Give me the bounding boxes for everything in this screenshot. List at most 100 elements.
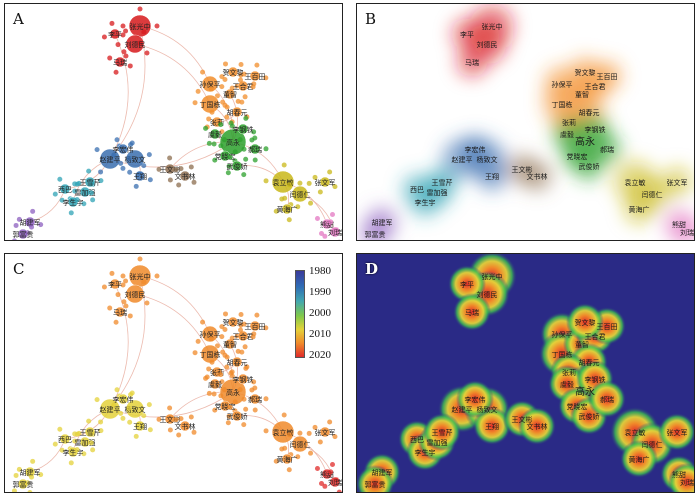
author-node <box>179 170 191 182</box>
author-node <box>125 399 145 419</box>
satellite-node <box>281 162 287 168</box>
satellite-node <box>237 387 243 393</box>
author-node <box>231 410 243 422</box>
satellite-node <box>146 152 152 158</box>
network-edge <box>139 25 211 85</box>
density-blob <box>427 167 457 197</box>
author-label: 赵建平 <box>100 155 121 164</box>
satellite-node <box>297 180 303 186</box>
satellite-node <box>211 391 217 397</box>
author-label: 李宏伟 <box>465 145 486 154</box>
satellite-node <box>107 55 113 61</box>
legend-tick: 2000 <box>309 307 331 319</box>
author-label: 王文彬 <box>160 415 181 424</box>
author-label: 李生宇 <box>63 448 84 457</box>
satellite-node <box>221 137 227 143</box>
satellite-node <box>12 238 17 240</box>
heat-map-d: 张光中刘德民李平马瑞孙保平丁国栋董智王合君胡春元张莉王百田贺文黎高永虞毅党晓宏李… <box>357 254 694 492</box>
author-label: 党晓宏 <box>215 152 236 161</box>
satellite-node <box>98 419 104 425</box>
author-label: 刘瑞 <box>328 478 342 487</box>
satellite-node <box>208 336 214 342</box>
satellite-node <box>81 201 87 207</box>
satellite-node <box>312 424 318 430</box>
satellite-node <box>314 466 320 471</box>
heat-blob <box>620 440 658 478</box>
author-label: 马瑞 <box>113 308 127 317</box>
satellite-node <box>263 178 269 184</box>
satellite-node <box>115 292 121 298</box>
author-label: 高永 <box>226 388 240 397</box>
author-label: 闫德仁 <box>290 440 311 449</box>
author-label: 李宏伟 <box>465 395 486 404</box>
satellite-node <box>178 416 184 422</box>
author-node <box>201 325 219 343</box>
satellite-node <box>11 488 17 492</box>
satellite-node <box>243 365 249 371</box>
author-node <box>134 170 146 182</box>
satellite-node <box>144 300 150 306</box>
satellite-node <box>101 34 107 40</box>
satellite-node <box>126 155 132 161</box>
author-label: 刘瑞 <box>680 478 694 487</box>
author-label: 王合君 <box>233 332 254 341</box>
satellite-node <box>109 270 115 276</box>
satellite-node <box>222 61 228 67</box>
author-label: 郝瑞 <box>600 395 614 404</box>
heat-blob <box>588 380 626 418</box>
legend-tick: 1990 <box>309 286 331 298</box>
satellite-node <box>27 240 32 241</box>
panel-a-label: A <box>13 10 24 28</box>
author-node <box>179 420 191 432</box>
satellite-node <box>57 176 63 182</box>
satellite-node <box>297 430 303 436</box>
author-label: 李钢铁 <box>585 125 606 134</box>
satellite-node <box>242 94 248 100</box>
density-blob <box>522 161 552 191</box>
author-node <box>209 378 221 390</box>
satellite-node <box>188 164 194 170</box>
author-label: 丁国栋 <box>200 100 221 109</box>
satellite-node <box>295 454 301 460</box>
satellite-node <box>38 222 44 228</box>
author-label: 王翔 <box>133 172 147 181</box>
satellite-node <box>241 172 247 178</box>
legend-tick: 2020 <box>309 349 331 361</box>
satellite-node <box>319 481 324 487</box>
satellite-node <box>224 354 230 360</box>
satellite-node <box>273 458 279 464</box>
author-label: 丁国栋 <box>552 100 573 109</box>
network-edge <box>109 283 129 410</box>
satellite-node <box>88 440 94 446</box>
satellite-node <box>176 432 182 438</box>
author-label: 文书林 <box>527 172 548 181</box>
satellite-node <box>120 32 126 38</box>
satellite-node <box>173 417 179 423</box>
density-blob <box>457 47 487 77</box>
satellite-node <box>263 428 269 434</box>
satellite-node <box>13 222 19 228</box>
satellite-node <box>252 157 258 163</box>
satellite-node <box>94 147 100 153</box>
author-node <box>209 128 221 140</box>
author-label: 张莉 <box>210 118 224 127</box>
satellite-node <box>101 284 107 290</box>
author-node <box>84 176 96 188</box>
panel-d-heat-density: 张光中 刘德民 李平 马瑞 孙保平 丁国栋 董智 王合君 胡春元 张莉 王百田 贺文黎 高永 虞毅 党晓宏李… <box>356 253 695 493</box>
satellite-node <box>156 416 162 422</box>
author-label: 董智 <box>575 340 589 349</box>
author-label: 黄海广 <box>277 205 298 214</box>
author-label: 马瑞 <box>465 58 479 67</box>
satellite-node <box>191 179 197 185</box>
author-label: 党晓宏 <box>215 402 236 411</box>
density-blob <box>624 194 654 224</box>
satellite-node <box>38 472 44 478</box>
network-edge <box>109 33 129 160</box>
author-label: 杨致文 <box>477 405 498 414</box>
satellite-node <box>111 152 117 158</box>
author-node <box>271 420 295 444</box>
satellite-node <box>107 305 113 311</box>
satellite-node <box>238 311 244 317</box>
satellite-node <box>167 405 173 411</box>
author-label: 贺文黎 <box>223 318 244 327</box>
